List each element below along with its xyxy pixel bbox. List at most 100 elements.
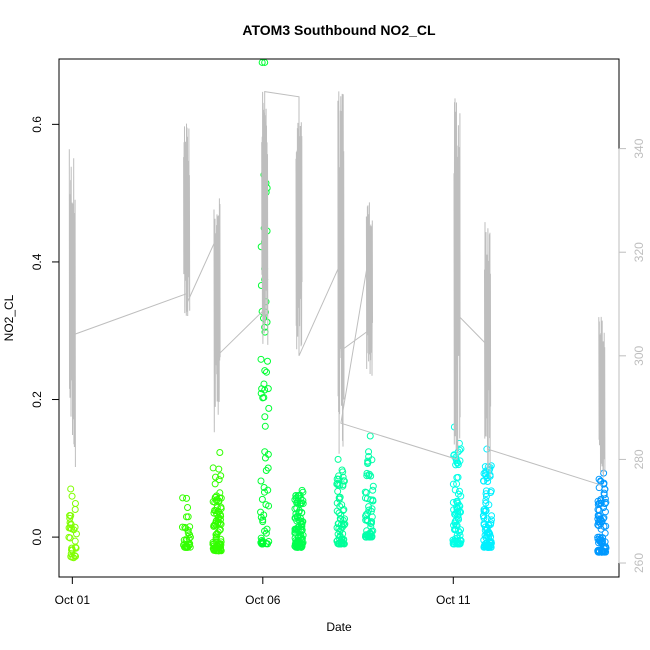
x-axis-label: Date — [326, 620, 352, 634]
right-y-axis: 260 280 300 320 340 — [618, 138, 646, 573]
no2-point — [215, 465, 223, 473]
no2-point — [487, 516, 495, 524]
no2-point — [602, 522, 610, 530]
no2-point — [209, 545, 217, 553]
no2-point — [215, 476, 223, 484]
no2-point — [451, 486, 459, 494]
right-axis-lines-layer — [68, 91, 606, 486]
no2-points-layer — [65, 58, 610, 562]
no2-point — [181, 523, 189, 531]
no2-cluster-6 — [361, 432, 377, 541]
no2-point — [215, 543, 223, 551]
no2-point — [341, 515, 349, 523]
right-trace-9 — [598, 316, 606, 478]
no2-point — [211, 480, 219, 488]
no2-point — [296, 542, 304, 550]
no2-point — [183, 494, 191, 502]
no2-point — [299, 531, 307, 539]
no2-point — [454, 490, 462, 498]
y-tick-label: 0.4 — [30, 253, 44, 270]
no2-point — [296, 491, 304, 499]
no2-point — [66, 534, 74, 542]
no2-cluster-0 — [65, 485, 80, 562]
y2-tick-label: 300 — [632, 345, 646, 365]
no2-point — [181, 543, 189, 551]
no2-point — [260, 484, 268, 492]
no2-point — [262, 501, 270, 509]
no2-point — [292, 492, 300, 500]
y-axis-label: NO2_CL — [2, 294, 16, 341]
no2-point — [293, 512, 301, 520]
x-tick-label: Oct 01 — [55, 593, 91, 607]
no2-point — [361, 494, 369, 502]
no2-point — [67, 546, 75, 554]
no2-point — [453, 531, 461, 539]
no2-point — [295, 533, 303, 541]
no2-point — [261, 367, 269, 375]
y2-tick-label: 340 — [632, 138, 646, 158]
no2-point — [291, 496, 299, 504]
no2-point — [217, 544, 225, 552]
no2-point — [340, 540, 348, 548]
no2-point — [339, 482, 347, 490]
no2-point — [257, 355, 265, 363]
no2-point — [186, 523, 194, 531]
right-connector-line — [72, 91, 603, 486]
no2-point — [334, 455, 342, 463]
no2-point — [259, 518, 267, 526]
no2-point — [364, 509, 372, 517]
no2-point — [597, 477, 605, 485]
no2-point — [71, 505, 79, 513]
no2-point — [336, 493, 344, 501]
no2-point — [339, 530, 347, 538]
no2-point — [365, 503, 373, 511]
no2-point — [454, 459, 462, 467]
no2-cluster-4 — [291, 486, 307, 551]
no2-point — [178, 523, 186, 531]
no2-point — [217, 472, 225, 480]
no2-point — [264, 357, 272, 365]
no2-point — [334, 479, 342, 487]
no2-point — [481, 523, 489, 531]
no2-cluster-8 — [479, 445, 496, 551]
x-axis: Oct 01 Oct 06 Oct 11 — [55, 576, 471, 607]
no2-point — [264, 385, 272, 393]
no2-point — [483, 541, 491, 549]
no2-point — [339, 538, 347, 546]
no2-point — [209, 464, 217, 472]
no2-point — [449, 480, 457, 488]
no2-point — [210, 521, 218, 529]
no2-point — [260, 393, 268, 401]
no2-point — [263, 368, 271, 376]
no2-point — [594, 506, 602, 514]
no2-point — [454, 473, 462, 481]
no2-point — [369, 497, 377, 505]
no2-point — [365, 506, 373, 514]
no2-point — [365, 448, 373, 456]
no2-point — [211, 498, 219, 506]
no2-point — [368, 532, 376, 540]
no2-point — [369, 482, 377, 490]
no2-point — [265, 404, 273, 412]
no2-point — [594, 533, 602, 541]
no2-point — [486, 530, 494, 538]
no2-point — [456, 532, 464, 540]
no2-point — [214, 520, 222, 528]
no2-point — [484, 473, 492, 481]
no2-point — [598, 540, 606, 548]
no2-point — [216, 494, 224, 502]
no2-point — [454, 512, 462, 520]
no2-point — [67, 512, 75, 520]
no2-point — [216, 448, 224, 456]
no2-point — [484, 542, 492, 550]
no2-point — [260, 380, 268, 388]
no2-point — [595, 475, 603, 483]
no2-point — [179, 494, 187, 502]
x-tick-label: Oct 11 — [436, 593, 471, 607]
no2-point — [297, 499, 305, 507]
no2-point — [450, 521, 458, 529]
no2-point — [257, 513, 265, 521]
no2-point — [261, 413, 269, 421]
no2-point — [67, 525, 75, 533]
no2-point — [482, 487, 490, 495]
